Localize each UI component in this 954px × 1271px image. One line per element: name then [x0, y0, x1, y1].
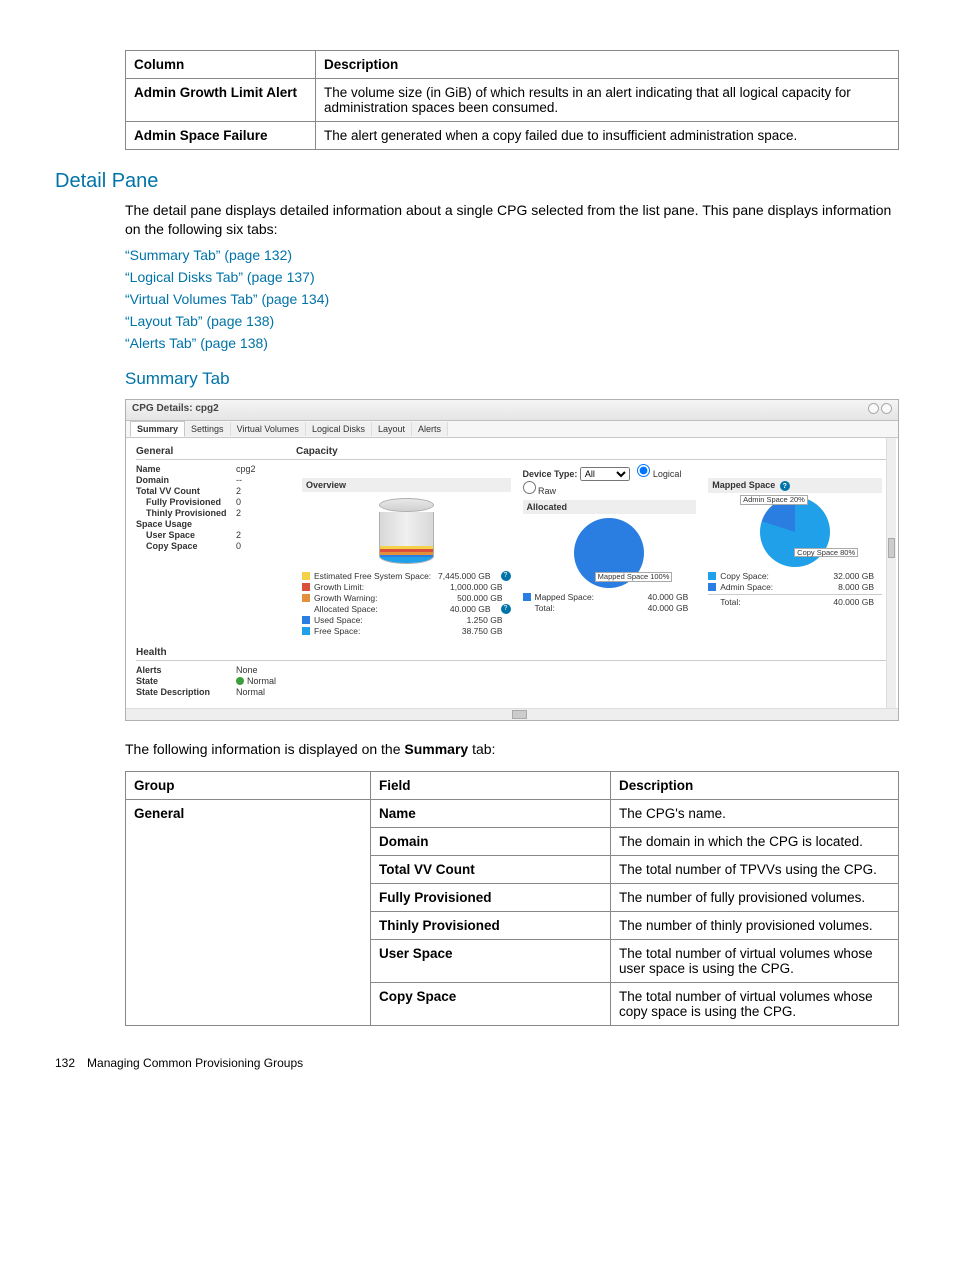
column-desc-table: Column Description Admin Growth Limit Al…	[125, 50, 899, 150]
kv-row: Copy Space0	[136, 541, 296, 551]
panel-tabs: SummarySettingsVirtual VolumesLogical Di…	[126, 421, 898, 438]
radio-raw[interactable]	[523, 481, 536, 494]
tab-layout[interactable]: Layout	[372, 422, 412, 436]
allocated-heading: Allocated	[523, 500, 697, 514]
summary-intro: The following information is displayed o…	[125, 741, 899, 757]
allocated-pie: Mapped Space 100%	[564, 518, 654, 588]
kv-row: StateNormal	[136, 676, 396, 686]
kv-row: Fully Provisioned0	[136, 497, 296, 507]
mapped-pie: Admin Space 20% Copy Space 80%	[750, 497, 840, 567]
tab-logical-disks[interactable]: Logical Disks	[306, 422, 372, 436]
kv-row: Domain--	[136, 475, 296, 485]
panel-title: CPG Details: cpg2	[132, 403, 219, 417]
summary-fields-table: Group Field Description GeneralNameThe C…	[125, 771, 899, 1026]
th-column: Column	[126, 51, 316, 79]
allocated-col: Device Type: All Logical Raw Allocated M…	[517, 464, 703, 637]
tab-alerts[interactable]: Alerts	[412, 422, 448, 436]
capacity-section: Capacity . Overview	[296, 444, 888, 637]
th-desc: Description	[316, 51, 899, 79]
kv-row: Total VV Count2	[136, 486, 296, 496]
link-layout[interactable]: “Layout Tab” (page 138)	[125, 313, 899, 329]
legend-item: Admin Space:8.000 GB	[708, 582, 882, 592]
kv-row: Namecpg2	[136, 464, 296, 474]
link-summary[interactable]: “Summary Tab” (page 132)	[125, 247, 899, 263]
kv-row: User Space2	[136, 530, 296, 540]
horizontal-scrollbar[interactable]	[126, 708, 898, 720]
detail-pane-intro: The detail pane displays detailed inform…	[125, 201, 899, 239]
mapped-heading: Mapped Space ?	[708, 478, 882, 494]
kv-row: AlertsNone	[136, 665, 396, 675]
general-section: General Namecpg2Domain--Total VV Count2F…	[136, 444, 296, 637]
table-row: GeneralNameThe CPG's name.	[126, 799, 899, 827]
titlebar-icons	[866, 403, 892, 417]
refresh-icon[interactable]	[868, 403, 879, 414]
legend-item: Copy Space:32.000 GB	[708, 571, 882, 581]
cpg-details-panel: CPG Details: cpg2 SummarySettingsVirtual…	[125, 399, 899, 721]
legend-item: Free Space:38.750 GB	[302, 626, 511, 636]
link-logical-disks[interactable]: “Logical Disks Tab” (page 137)	[125, 269, 899, 285]
summary-tab-heading: Summary Tab	[125, 369, 899, 389]
tab-settings[interactable]: Settings	[185, 422, 231, 436]
detail-pane-heading: Detail Pane	[55, 170, 899, 193]
tab-links: “Summary Tab” (page 132) “Logical Disks …	[125, 247, 899, 351]
overview-col: . Overview Estimated	[296, 464, 517, 637]
help-icon[interactable]: ?	[501, 604, 511, 614]
tab-summary[interactable]: Summary	[130, 421, 185, 437]
panel-titlebar: CPG Details: cpg2	[126, 400, 898, 421]
health-heading: Health	[136, 645, 888, 661]
legend-item: Total:40.000 GB	[523, 603, 697, 613]
legend-item: Allocated Space:40.000 GB?	[302, 604, 511, 614]
table-row: Admin Growth Limit Alert The volume size…	[126, 79, 899, 122]
legend-item: Growth Warning:500.000 GB	[302, 593, 511, 603]
cylinder-chart	[379, 498, 434, 563]
help-icon[interactable]	[881, 403, 892, 414]
legend-item: Estimated Free System Space:7,445.000 GB…	[302, 571, 511, 581]
radio-logical[interactable]	[637, 464, 650, 477]
general-heading: General	[136, 444, 296, 460]
link-alerts[interactable]: “Alerts Tab” (page 138)	[125, 335, 899, 351]
tab-virtual-volumes[interactable]: Virtual Volumes	[231, 422, 306, 436]
legend-item: Used Space:1.250 GB	[302, 615, 511, 625]
page-footer: 132 Managing Common Provisioning Groups	[55, 1056, 899, 1070]
legend-item: Total:40.000 GB	[708, 594, 882, 607]
overview-heading: Overview	[302, 478, 511, 492]
legend-item: Growth Limit:1,000.000 GB	[302, 582, 511, 592]
help-icon[interactable]: ?	[501, 571, 511, 581]
device-type-row: Device Type: All Logical Raw	[523, 464, 697, 496]
kv-row: Space Usage	[136, 519, 296, 529]
legend-item: Mapped Space:40.000 GB	[523, 592, 697, 602]
table-row: Admin Space Failure The alert generated …	[126, 122, 899, 150]
help-icon[interactable]: ?	[780, 481, 790, 491]
link-virtual-volumes[interactable]: “Virtual Volumes Tab” (page 134)	[125, 291, 899, 307]
kv-row: Thinly Provisioned2	[136, 508, 296, 518]
device-type-select[interactable]: All	[580, 467, 630, 481]
kv-row: State DescriptionNormal	[136, 687, 396, 697]
mapped-col: . Mapped Space ? Admin Space 20% Copy Sp…	[702, 464, 888, 637]
capacity-heading: Capacity	[296, 444, 888, 460]
